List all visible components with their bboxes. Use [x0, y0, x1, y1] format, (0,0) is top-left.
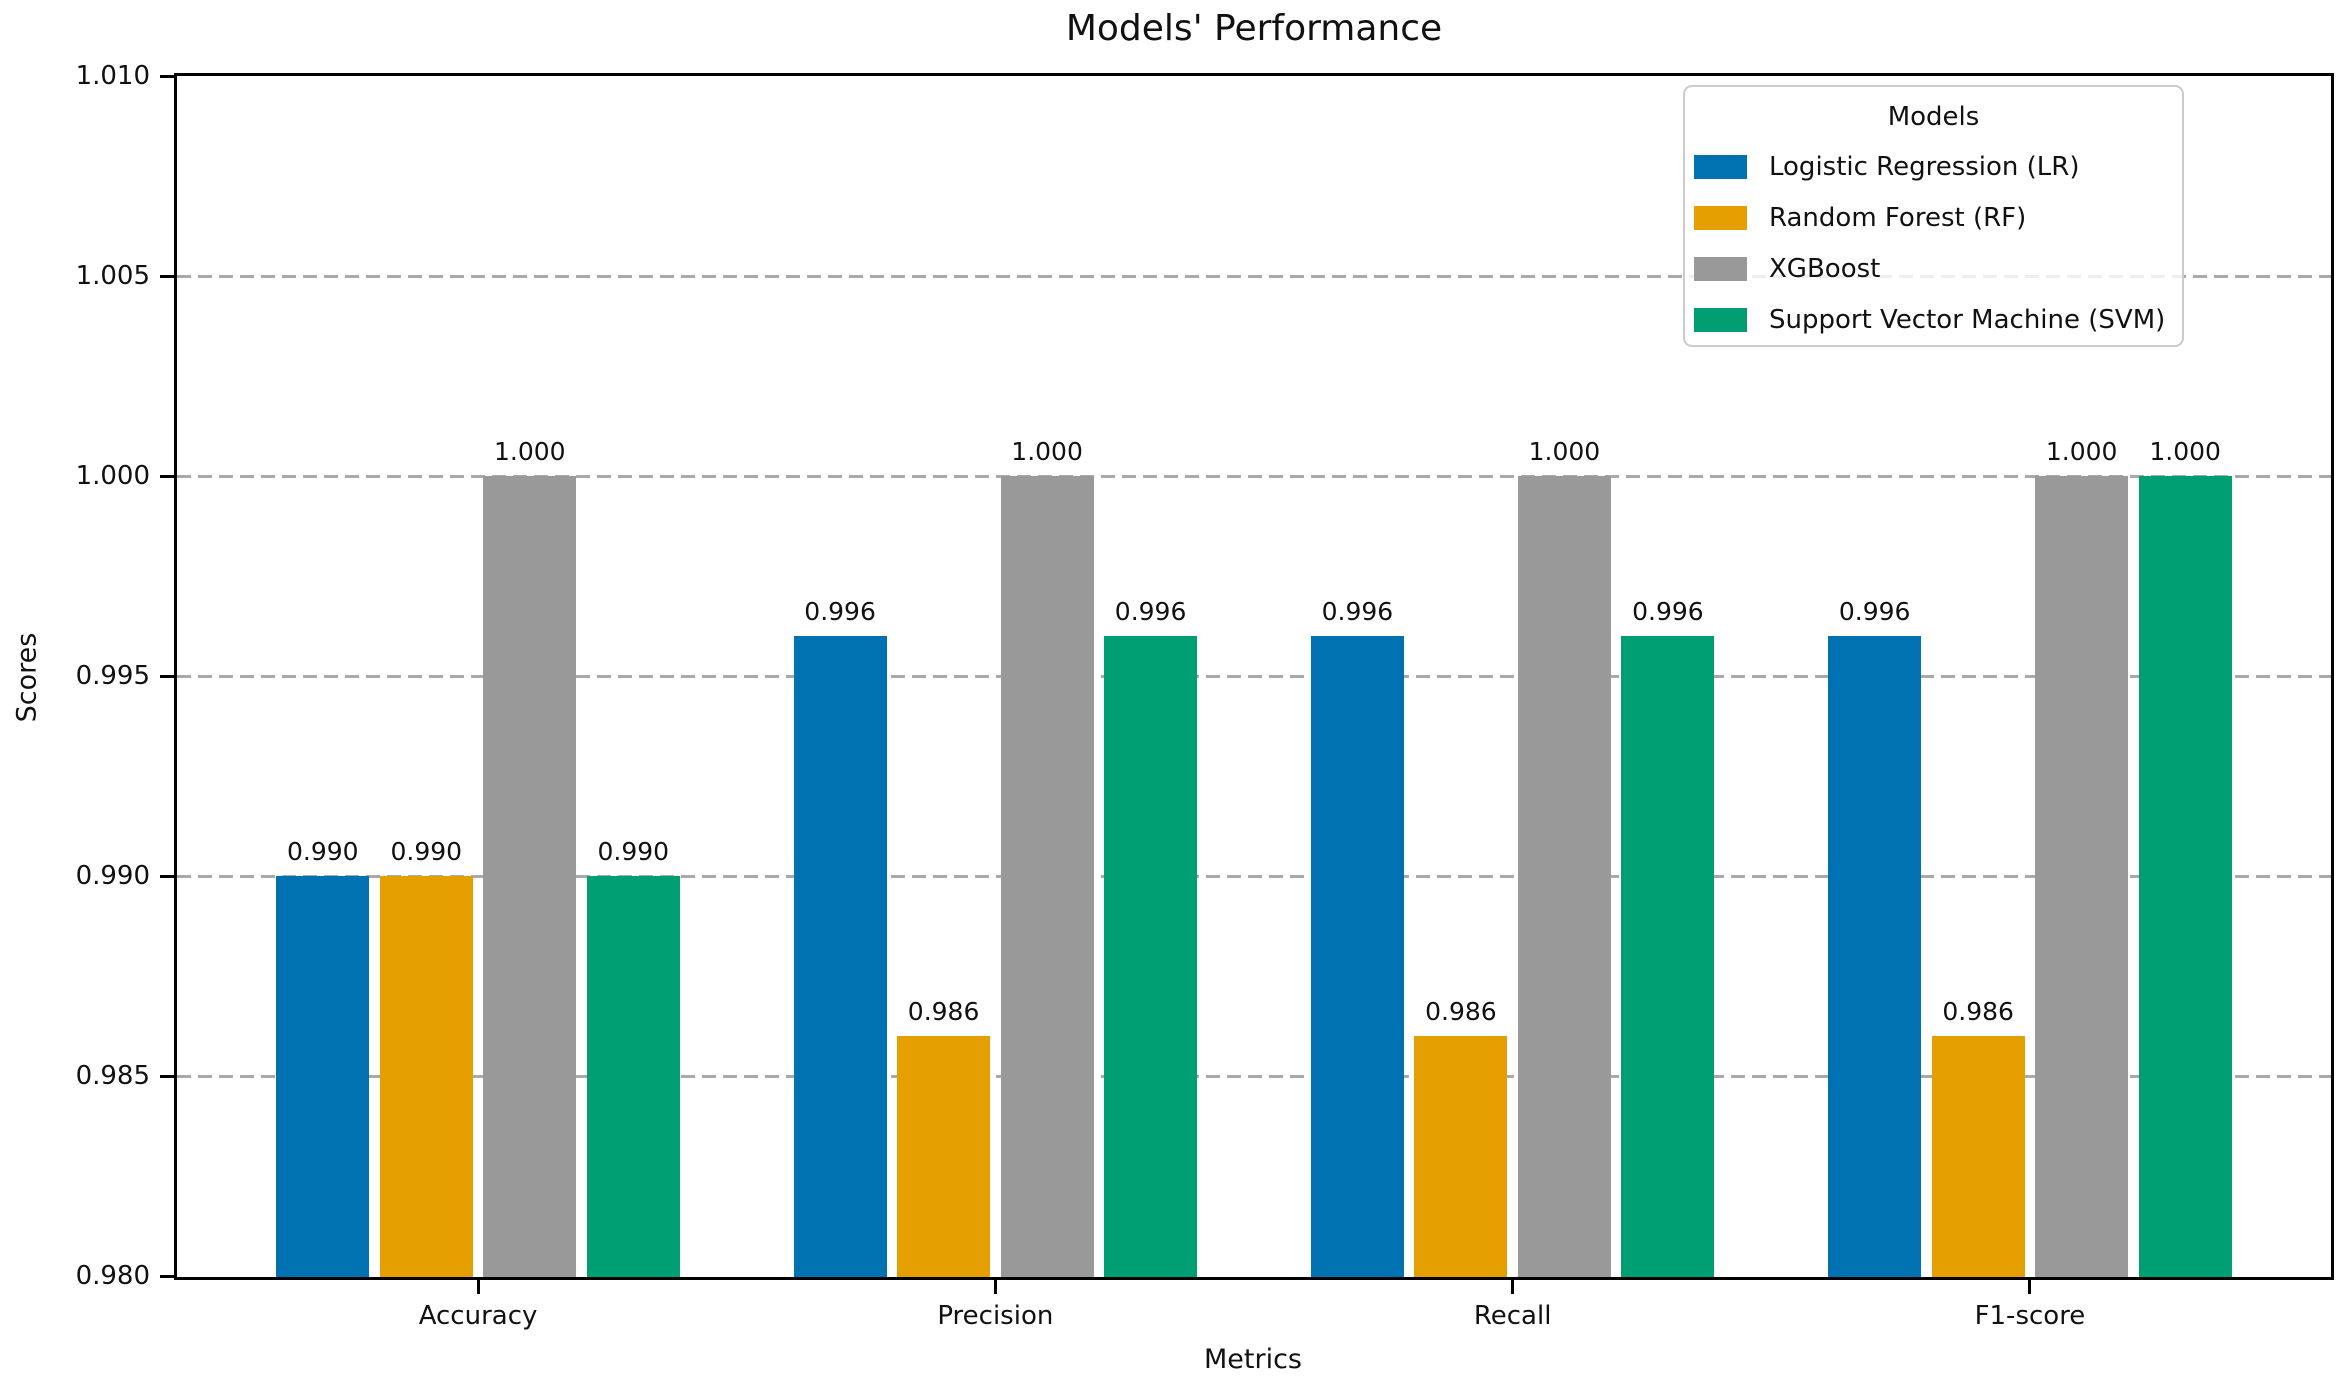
legend-swatch: [1694, 307, 1747, 332]
bar: [276, 876, 370, 1277]
legend-items: Logistic Regression (LR) Random Forest (R…: [1685, 141, 2182, 345]
bar: [1621, 636, 1715, 1277]
x-tick: [1511, 1280, 1515, 1294]
legend-swatch: [1694, 205, 1747, 230]
bar: [793, 636, 887, 1277]
gridline: [177, 874, 2331, 878]
legend-label: Logistic Regression (LR): [1769, 151, 2080, 182]
bar: [1517, 476, 1611, 1277]
bar-value-label: 0.990: [597, 837, 670, 866]
y-tick-label: 0.985: [75, 1061, 150, 1091]
bar-value-label: 0.986: [1425, 997, 1497, 1026]
x-tick-label: Accuracy: [418, 1301, 538, 1331]
y-tick-label: 1.010: [75, 61, 150, 91]
bar-value-label: 0.986: [907, 997, 980, 1026]
y-tick: [160, 1074, 174, 1078]
legend-item: Random Forest (RF): [1685, 192, 2182, 243]
legend-label: XGBoost: [1769, 253, 1881, 284]
gridline: [177, 474, 2331, 478]
legend-item: Logistic Regression (LR): [1685, 141, 2182, 192]
y-tick-label: 0.995: [75, 661, 150, 691]
y-tick-label: 1.005: [75, 261, 150, 291]
bar: [1828, 636, 1922, 1277]
legend-title: Models: [1887, 102, 1980, 132]
legend-item: Support Vector Machine (SVM): [1685, 294, 2182, 345]
bar-value-label: 1.000: [1528, 437, 1601, 466]
bar-value-label: 0.996: [1114, 597, 1187, 626]
bar-value-label: 0.996: [1632, 597, 1704, 626]
bar: [897, 1036, 991, 1277]
legend-swatch: [1694, 154, 1747, 179]
bar: [1414, 1036, 1508, 1277]
gridline: [177, 674, 2331, 678]
bar: [1310, 636, 1404, 1277]
x-tick-label: F1-score: [1974, 1301, 2086, 1331]
y-tick-label: 1.000: [75, 461, 150, 491]
bar: [1000, 476, 1094, 1277]
bar-value-label: 1.000: [2149, 437, 2221, 466]
gridline: [177, 274, 2331, 278]
legend-label: Support Vector Machine (SVM): [1769, 304, 2166, 335]
bar-value-label: 1.000: [494, 437, 566, 466]
chart-title: Models' Performance: [1065, 8, 1443, 49]
x-tick: [993, 1280, 997, 1294]
x-axis-label: Metrics: [1203, 1344, 1302, 1375]
bar-value-label: 0.996: [1838, 597, 1911, 626]
x-tick: [476, 1280, 480, 1294]
x-tick-label: Recall: [1473, 1301, 1552, 1331]
y-tick: [160, 474, 174, 478]
y-tick: [160, 674, 174, 678]
legend-swatch: [1694, 256, 1747, 281]
bar: [1931, 1036, 2025, 1277]
bar: [2138, 476, 2232, 1277]
y-tick: [160, 1274, 174, 1278]
y-tick: [160, 74, 174, 78]
bar: [2035, 476, 2129, 1277]
bar: [586, 876, 680, 1277]
bar-value-label: 0.986: [1942, 997, 2014, 1026]
legend-label: Random Forest (RF): [1769, 202, 2027, 233]
bar: [483, 476, 577, 1277]
bar: [1104, 636, 1198, 1277]
x-tick-label: Precision: [937, 1301, 1054, 1331]
gridline: [177, 1074, 2331, 1078]
y-tick-label: 0.990: [75, 861, 150, 891]
bar-value-label: 1.000: [2045, 437, 2118, 466]
y-tick: [160, 274, 174, 278]
bar-value-label: 0.996: [804, 597, 876, 626]
legend: Models Logistic Regression (LR) Random Fo…: [1683, 85, 2184, 347]
bar-value-label: 0.996: [1321, 597, 1394, 626]
bar: [379, 876, 473, 1277]
legend-item: XGBoost: [1685, 243, 2182, 294]
bar-value-label: 0.990: [390, 837, 463, 866]
bar-value-label: 0.990: [287, 837, 359, 866]
y-tick-label: 0.980: [75, 1261, 150, 1291]
y-tick: [160, 874, 174, 878]
x-tick: [2028, 1280, 2032, 1294]
bar-value-label: 1.000: [1011, 437, 1083, 466]
